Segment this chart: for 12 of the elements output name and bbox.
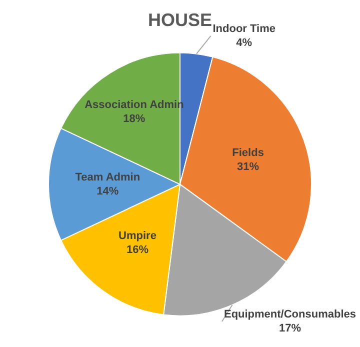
slice-label: Equipment/Consumables bbox=[224, 308, 356, 321]
data-label: 18% bbox=[123, 113, 146, 126]
slice-label: Team Admin bbox=[75, 171, 140, 184]
chart-title: HOUSE bbox=[148, 10, 212, 30]
data-label: 31% bbox=[237, 160, 260, 173]
data-label: 17% bbox=[278, 322, 302, 335]
data-label: 4% bbox=[236, 37, 252, 50]
slice-label: Indoor Time bbox=[212, 23, 276, 36]
data-label: 14% bbox=[96, 185, 119, 198]
slice-label: Fields bbox=[232, 146, 264, 159]
slice-label: Umpire bbox=[118, 230, 156, 242]
data-label: 16% bbox=[126, 244, 149, 256]
